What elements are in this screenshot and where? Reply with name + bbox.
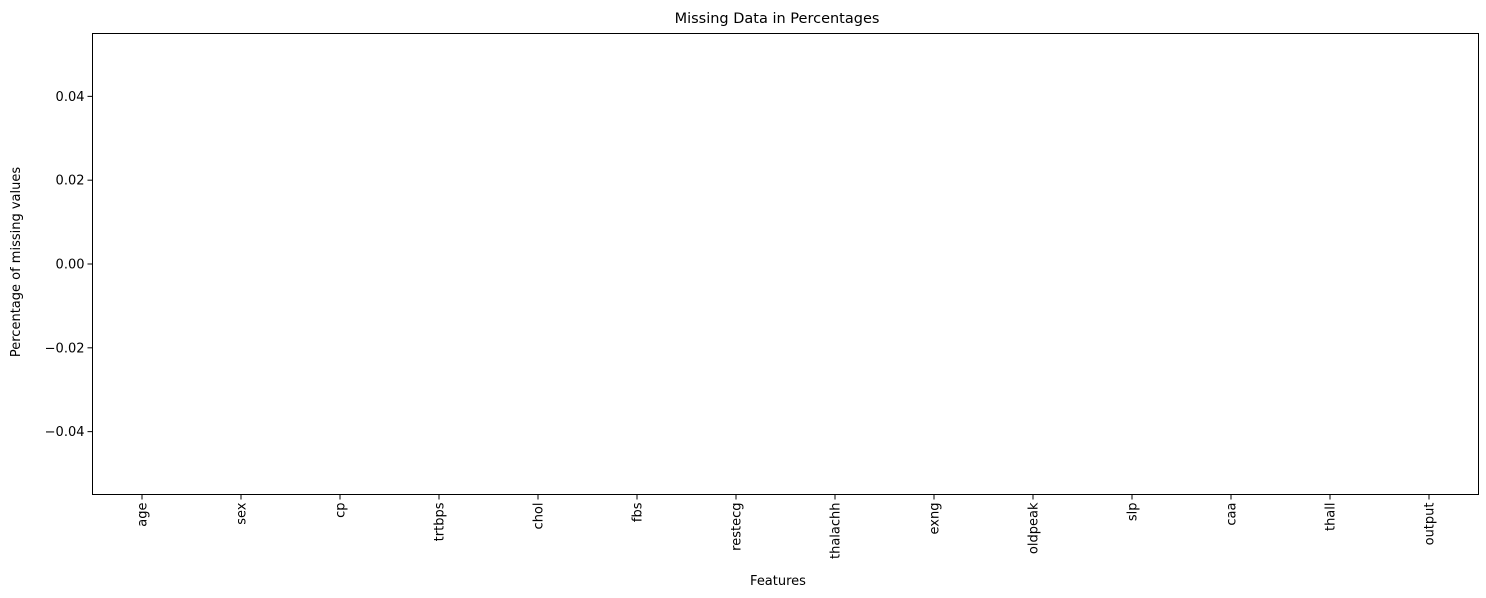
x-tick-label: restecg [730, 503, 745, 551]
y-tick-label: −0.04 [45, 425, 85, 440]
x-tick-label: sex [235, 502, 250, 525]
x-tick-label: slp [1126, 503, 1141, 522]
x-tick-label: chol [532, 503, 547, 530]
x-tick-label: output [1423, 503, 1438, 546]
x-tick-label: age [136, 503, 151, 527]
x-tick-label: cp [334, 503, 349, 518]
y-tick-label: 0.02 [56, 174, 85, 189]
x-tick-label: trtbps [433, 502, 448, 541]
y-axis-title: Percentage of missing values [9, 167, 24, 357]
x-tick-label: thall [1324, 503, 1339, 532]
x-tick-label: thalachh [829, 503, 844, 560]
plot-frame [92, 33, 1479, 495]
y-tick-label: 0.04 [56, 90, 85, 105]
x-axis: age sex cp trtbps chol fbs restecg thalachh exng… [136, 494, 1438, 560]
x-tick-label: oldpeak [1027, 502, 1042, 554]
chart-title: Missing Data in Percentages [675, 11, 880, 27]
x-tick-label: caa [1225, 503, 1240, 526]
x-axis-title: Features [750, 574, 806, 589]
y-axis: −0.04 −0.02 0.00 0.02 0.04 [45, 90, 93, 440]
y-tick-label: −0.02 [45, 341, 85, 356]
y-tick-label: 0.00 [56, 258, 85, 273]
x-tick-label: fbs [631, 502, 646, 522]
x-tick-label: exng [928, 503, 943, 535]
